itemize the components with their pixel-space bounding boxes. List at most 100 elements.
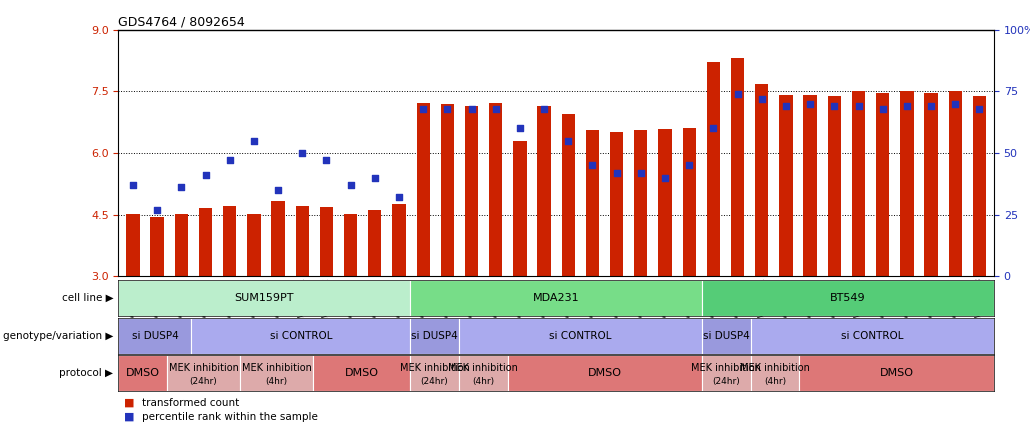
Text: percentile rank within the sample: percentile rank within the sample xyxy=(142,412,318,422)
Bar xyxy=(610,132,623,276)
Text: genotype/variation ▶: genotype/variation ▶ xyxy=(3,331,113,341)
Text: DMSO: DMSO xyxy=(126,368,160,378)
Bar xyxy=(313,355,410,391)
Text: GDS4764 / 8092654: GDS4764 / 8092654 xyxy=(118,16,245,28)
Bar xyxy=(803,95,817,276)
Bar xyxy=(949,91,962,276)
Point xyxy=(536,105,552,112)
Bar xyxy=(924,93,937,276)
Bar xyxy=(392,204,406,276)
Bar xyxy=(465,106,478,276)
Point xyxy=(874,105,891,112)
Text: DMSO: DMSO xyxy=(588,368,622,378)
Bar xyxy=(410,280,702,316)
Bar xyxy=(240,355,313,391)
Point xyxy=(947,100,963,107)
Bar xyxy=(118,280,410,316)
Bar xyxy=(224,206,236,276)
Point xyxy=(657,174,674,181)
Text: DMSO: DMSO xyxy=(880,368,914,378)
Bar xyxy=(441,104,454,276)
Bar xyxy=(150,217,164,276)
Point xyxy=(706,125,722,132)
Text: (4hr): (4hr) xyxy=(764,377,786,386)
Bar xyxy=(972,96,986,276)
Point xyxy=(826,103,843,110)
Bar xyxy=(751,318,994,354)
Bar xyxy=(780,95,793,276)
Bar xyxy=(247,214,261,276)
Text: si DUSP4: si DUSP4 xyxy=(703,331,750,341)
Point xyxy=(802,100,819,107)
Bar xyxy=(175,214,188,276)
Text: cell line ▶: cell line ▶ xyxy=(62,293,113,303)
Text: si CONTROL: si CONTROL xyxy=(549,331,612,341)
Bar xyxy=(118,355,167,391)
Bar xyxy=(296,206,309,276)
Point xyxy=(584,162,600,169)
Bar xyxy=(702,355,751,391)
Point xyxy=(198,172,214,179)
Text: SUM159PT: SUM159PT xyxy=(235,293,295,303)
Point xyxy=(294,150,310,157)
Text: transformed count: transformed count xyxy=(142,398,239,408)
Bar xyxy=(410,355,459,391)
Bar xyxy=(755,84,768,276)
Bar xyxy=(410,318,459,354)
Point xyxy=(898,103,915,110)
Bar xyxy=(828,96,840,276)
Text: MEK inhibition: MEK inhibition xyxy=(741,363,810,373)
Bar xyxy=(167,355,240,391)
Text: MEK inhibition: MEK inhibition xyxy=(400,363,470,373)
Bar xyxy=(799,355,994,391)
Text: MEK inhibition: MEK inhibition xyxy=(169,363,239,373)
Text: MEK inhibition: MEK inhibition xyxy=(691,363,761,373)
Point xyxy=(923,103,939,110)
Text: (4hr): (4hr) xyxy=(266,377,287,386)
Point xyxy=(512,125,528,132)
Text: DMSO: DMSO xyxy=(345,368,379,378)
Text: MDA231: MDA231 xyxy=(533,293,580,303)
Point xyxy=(390,194,407,201)
Point xyxy=(367,174,383,181)
Text: ■: ■ xyxy=(124,412,134,422)
Text: (24hr): (24hr) xyxy=(420,377,448,386)
Bar xyxy=(459,355,508,391)
Bar xyxy=(199,209,212,276)
Point xyxy=(125,181,141,188)
Point xyxy=(173,184,190,191)
Bar xyxy=(658,129,672,276)
Bar xyxy=(459,318,702,354)
Bar xyxy=(702,280,994,316)
Point xyxy=(464,105,480,112)
Point xyxy=(851,103,867,110)
Point xyxy=(560,137,577,144)
Bar xyxy=(192,318,410,354)
Text: BT549: BT549 xyxy=(830,293,866,303)
Point xyxy=(754,95,770,102)
Point xyxy=(632,169,649,176)
Bar xyxy=(751,355,799,391)
Point xyxy=(487,105,504,112)
Bar xyxy=(852,91,865,276)
Bar xyxy=(731,58,745,276)
Point xyxy=(415,105,432,112)
Bar xyxy=(702,318,751,354)
Bar xyxy=(513,140,526,276)
Bar xyxy=(508,355,702,391)
Point xyxy=(729,91,746,97)
Point xyxy=(342,181,358,188)
Point xyxy=(439,105,455,112)
Text: ■: ■ xyxy=(124,398,134,408)
Bar xyxy=(561,114,575,276)
Text: (4hr): (4hr) xyxy=(472,377,494,386)
Text: si CONTROL: si CONTROL xyxy=(270,331,332,341)
Point xyxy=(318,157,335,164)
Point xyxy=(681,162,697,169)
Text: si CONTROL: si CONTROL xyxy=(842,331,903,341)
Point xyxy=(778,103,794,110)
Text: MEK inhibition: MEK inhibition xyxy=(242,363,311,373)
Bar xyxy=(489,103,503,276)
Bar xyxy=(634,130,648,276)
Bar xyxy=(118,318,192,354)
